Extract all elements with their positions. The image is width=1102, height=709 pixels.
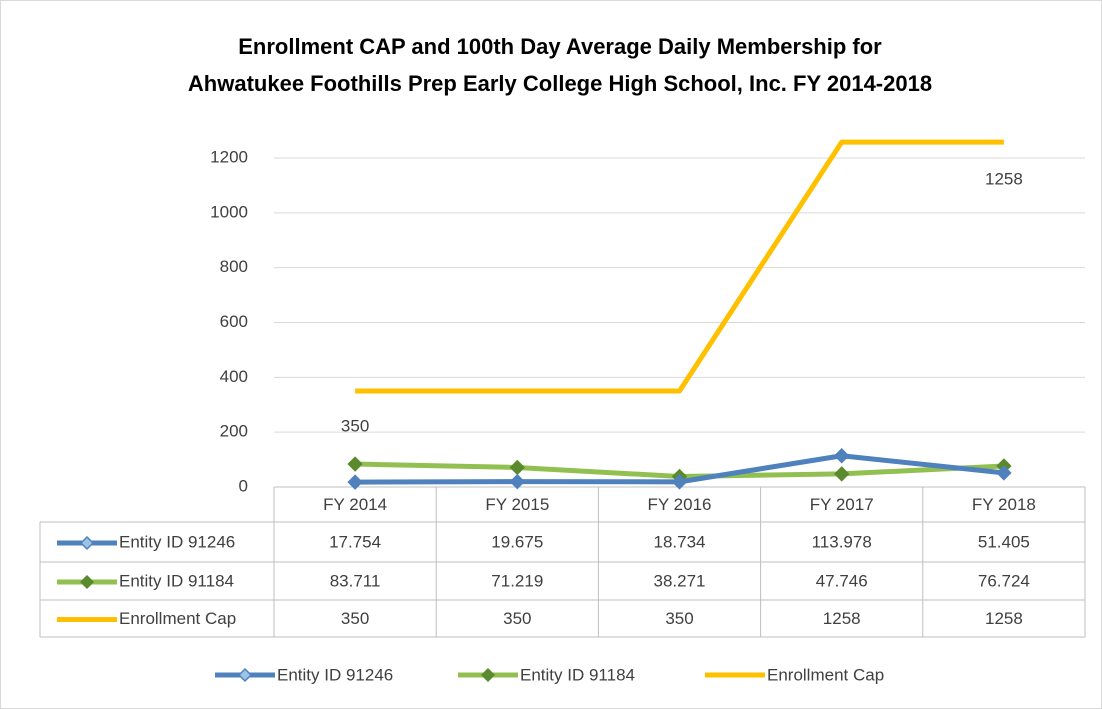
data-label: 1258	[985, 170, 1023, 189]
table-cell: 47.746	[816, 571, 868, 590]
point-marker	[996, 465, 1012, 481]
table-cell: 83.711	[330, 571, 381, 590]
x-tick-label: FY 2017	[810, 495, 874, 514]
point-marker	[833, 466, 850, 482]
table-cell: 17.754	[329, 532, 381, 551]
point-marker	[347, 456, 363, 472]
table-cell: 38.271	[654, 571, 706, 590]
table-cell: 19.675	[491, 532, 543, 551]
legend-marker	[79, 574, 95, 590]
point-marker	[671, 474, 688, 490]
table-cell: 1258	[823, 609, 861, 628]
x-tick-label: FY 2018	[972, 495, 1036, 514]
table-row-label: Enrollment Cap	[119, 609, 236, 628]
y-tick-label: 800	[220, 257, 248, 276]
point-marker	[833, 448, 850, 464]
table-cell: 350	[665, 609, 693, 628]
table-cell: 76.724	[978, 571, 1030, 590]
legend-marker	[480, 667, 496, 683]
legend-marker	[237, 667, 253, 683]
series-line	[355, 139, 1004, 394]
table-cell: 71.219	[491, 571, 543, 590]
legend-label: Enrollment Cap	[767, 665, 884, 684]
point-marker	[347, 474, 363, 490]
table-cell: 51.405	[978, 532, 1030, 551]
legend-label: Entity ID 91184	[520, 665, 635, 684]
x-tick-label: FY 2015	[485, 495, 549, 514]
x-tick-label: FY 2014	[323, 495, 387, 514]
table-row-label: Entity ID 91246	[119, 532, 235, 551]
table-cell: 350	[503, 609, 531, 628]
legend-label: Entity ID 91246	[277, 665, 393, 684]
y-tick-label: 200	[220, 422, 248, 441]
table-cell: 350	[341, 609, 369, 628]
table-cell: 113.978	[812, 532, 872, 551]
point-marker	[509, 473, 526, 490]
data-label: 350	[341, 417, 369, 436]
chart-title: Enrollment CAP and 100th Day Average Dai…	[238, 34, 882, 59]
x-tick-label: FY 2016	[648, 495, 712, 514]
y-tick-label: 1000	[210, 202, 248, 221]
y-tick-label: 400	[220, 367, 248, 386]
y-tick-label: 600	[220, 312, 248, 331]
table-cell: 1258	[985, 609, 1023, 628]
chart-subtitle: Ahwatukee Foothills Prep Early College H…	[188, 71, 932, 96]
y-tick-label: 0	[239, 476, 248, 495]
table-cell: 18.734	[654, 532, 706, 551]
table-row-label: Entity ID 91184	[119, 571, 234, 590]
y-tick-label: 1200	[210, 147, 248, 166]
legend-marker	[79, 535, 95, 551]
